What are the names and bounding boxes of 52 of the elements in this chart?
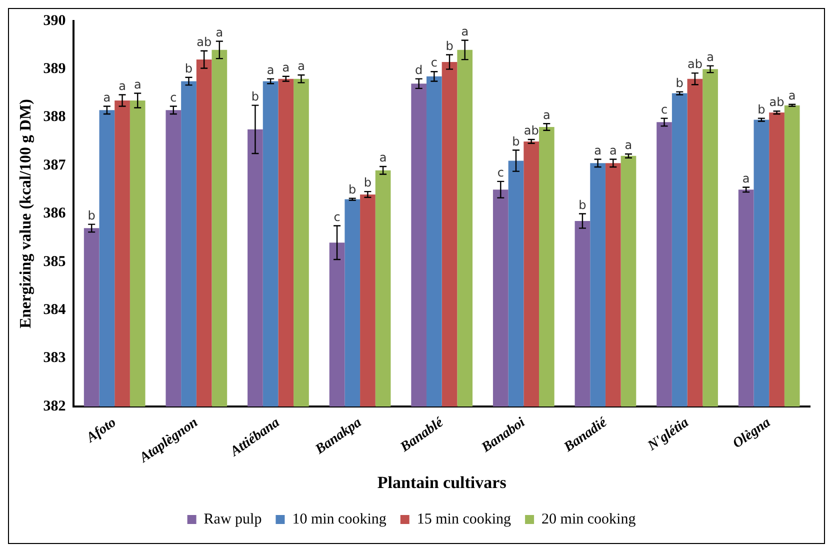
data-label: c [334,210,340,224]
data-label: a [594,143,602,158]
data-label: b [251,89,260,104]
y-tick-label: 384 [43,302,66,318]
data-label: a [461,24,469,38]
data-label: c [497,166,504,180]
data-label: b [364,176,372,190]
data-label: a [298,59,305,74]
x-tick-label: Afoto [83,415,119,446]
data-label: ab [196,35,212,49]
data-label: a [216,25,224,40]
data-label: a [542,108,550,122]
data-label: b [758,102,766,116]
data-label: a [266,62,274,77]
data-label: b [446,38,454,53]
data-label: c [170,90,177,104]
data-label: a [788,88,796,102]
data-label: a [624,138,632,152]
data-label: a [103,90,111,104]
x-axis-title: Plantain cultivars [377,473,507,492]
y-tick-label: 382 [43,398,66,414]
legend-label: Raw pulp [204,511,262,528]
y-axis-title: Energizing value (kcal/100 g DM) [18,99,35,328]
y-tick-label: 385 [43,254,66,270]
data-label: ab [769,95,784,110]
y-tick-label: 389 [43,61,66,78]
legend-label: 15 min cooking [416,511,512,528]
data-label: ab [524,124,539,138]
data-label: c [430,56,438,70]
y-tick-label: 383 [43,350,66,366]
data-label: b [512,134,520,148]
y-tick-label: 386 [43,206,66,222]
data-label: d [415,62,423,77]
data-label: b [184,62,193,76]
data-label: b [348,182,356,196]
data-label: a [379,150,387,165]
data-label: a [134,77,142,92]
y-tick-label: 387 [43,157,66,174]
data-label: b [88,208,96,222]
data-label: c [660,102,668,116]
legend-label: 20 min cooking [542,511,636,528]
data-label: b [676,76,684,90]
y-tick-label: 390 [43,12,66,29]
data-label: b [578,198,586,212]
data-label: a [706,50,714,64]
data-label: ab [687,57,702,72]
legend-label: 10 min cooking [292,511,387,528]
y-tick-label: 388 [43,109,66,126]
data-label: a [118,78,126,93]
data-label: a [742,171,750,186]
data-label: a [609,143,617,158]
data-label: a [282,60,290,75]
